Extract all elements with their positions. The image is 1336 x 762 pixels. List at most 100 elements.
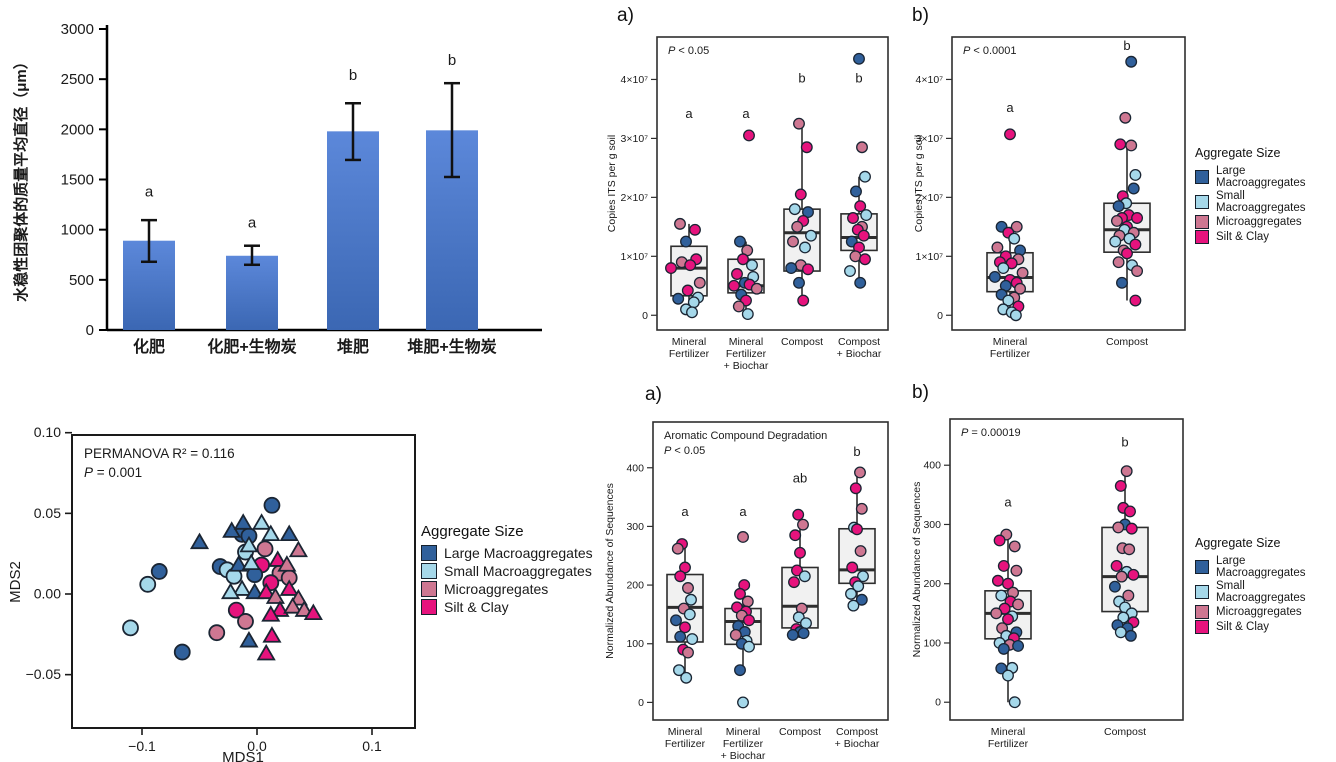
data-point [746, 259, 758, 272]
legend-swatch-small [1195, 195, 1209, 209]
boxplot-its-b: 0 1×10⁷ 2×10⁷ 3×10⁷ 4×10⁷ Copies ITS per g so… [913, 36, 1186, 360]
scatter-point-triangle [220, 582, 241, 600]
data-point [1123, 543, 1136, 556]
scatter-point-circle [122, 619, 139, 637]
legend-swatch-micro [421, 581, 437, 597]
data-point [1008, 540, 1021, 553]
scatter-point-triangle [283, 597, 303, 614]
p-value-annotation: P = 0.00019 [961, 427, 1021, 439]
data-point [1014, 282, 1027, 295]
data-point [1010, 220, 1023, 233]
data-point [793, 276, 805, 289]
data-point [799, 241, 811, 254]
p-value-annotation: P < 0.05 [664, 445, 705, 457]
y-tick-label: 1500 [61, 172, 94, 189]
data-point [1012, 639, 1025, 652]
x-category-label: 堆肥+生物炭 [407, 337, 496, 356]
legend-label: Large Macroaggregates [1216, 555, 1306, 579]
data-point [995, 589, 1008, 602]
data-point [1125, 522, 1138, 535]
y-tick-label: 4×10⁷ [621, 74, 649, 86]
x-category-label: Compost [838, 336, 880, 348]
y-tick-label: 2×10⁷ [916, 192, 944, 204]
scatter-point-triangle [239, 535, 259, 553]
data-point [797, 518, 809, 531]
legend-item-micro: Microaggregates [1195, 605, 1336, 619]
significance-letter: a [1006, 100, 1014, 115]
x-category-label: 堆肥 [337, 337, 369, 356]
legend-title: Aggregate Size [1195, 146, 1281, 160]
data-point [1129, 169, 1142, 181]
data-point [1002, 577, 1014, 590]
legend-title: Aggregate Size [421, 523, 524, 540]
data-point [1110, 559, 1123, 572]
scatter-point-circle [173, 643, 191, 661]
y-tick-label: 500 [69, 272, 94, 289]
x-category-label: Mineral [993, 336, 1027, 348]
panel-label-bottom-b: b) [912, 382, 929, 403]
data-point [729, 628, 742, 641]
data-point [1125, 139, 1138, 152]
scatter-point-triangle [294, 600, 314, 617]
data-point [856, 141, 868, 154]
data-point [1112, 256, 1125, 269]
scatter-point-triangle [232, 579, 252, 596]
x-tick-label: −0.1 [128, 738, 156, 754]
data-point [785, 262, 798, 275]
data-point [793, 117, 805, 130]
legend-item-large: Large Macroaggregates [1195, 165, 1336, 189]
data-point [737, 253, 749, 266]
data-point [855, 502, 868, 515]
x-category-label: Mineral [672, 336, 706, 348]
data-point [991, 574, 1004, 587]
data-point [798, 570, 811, 583]
data-point [1114, 626, 1127, 639]
mds-legend: Aggregate Size Large Macroaggregates Small… [421, 523, 593, 617]
data-point [1129, 238, 1142, 251]
legend-swatch-large [421, 545, 437, 561]
data-point [1122, 589, 1135, 602]
y-tick-label: 400 [923, 460, 941, 472]
significance-letter: a [739, 504, 747, 519]
data-point [683, 608, 696, 621]
data-point [852, 580, 865, 593]
data-point [791, 564, 803, 577]
legend-swatch-large [1195, 170, 1209, 184]
data-point [734, 587, 746, 600]
data-point [684, 259, 697, 272]
data-point [1008, 232, 1021, 245]
data-point [988, 270, 1001, 283]
legend-label: Small Macroaggregates [1216, 580, 1306, 604]
data-point [674, 570, 687, 583]
y-tick-label: 0 [638, 697, 644, 709]
data-point [794, 546, 806, 559]
significance-letter: b [798, 70, 805, 85]
scatter-point-triangle [229, 555, 249, 572]
data-point [680, 671, 693, 684]
data-point [847, 599, 860, 612]
data-point [854, 276, 867, 289]
data-point [1127, 568, 1140, 581]
data-point [850, 185, 862, 198]
scatter-point-triangle [261, 524, 281, 542]
data-point [673, 664, 685, 677]
scatter-point-circle [139, 575, 157, 593]
data-point [750, 282, 763, 295]
x-category-label: Compost [836, 726, 878, 738]
data-point [685, 593, 697, 606]
y-tick-label: 3×10⁷ [621, 133, 649, 145]
significance-letter: b [853, 444, 860, 459]
data-point [849, 482, 862, 495]
scatter-point-triangle [241, 553, 261, 571]
y-tick-label: 0 [86, 322, 94, 339]
scatter-point-triangle [268, 550, 288, 567]
y-axis-title: 水稳性团聚体的质量平均直径（μm） [12, 54, 30, 302]
panel-title: Aromatic Compound Degradation [664, 430, 827, 442]
data-point [1129, 294, 1142, 307]
legend-item-large: Large Macroaggregates [421, 545, 593, 561]
x-category-label: + Biochar [837, 348, 882, 360]
y-tick-label: 0 [937, 310, 943, 322]
data-point [1131, 212, 1144, 224]
data-point [1124, 505, 1136, 518]
